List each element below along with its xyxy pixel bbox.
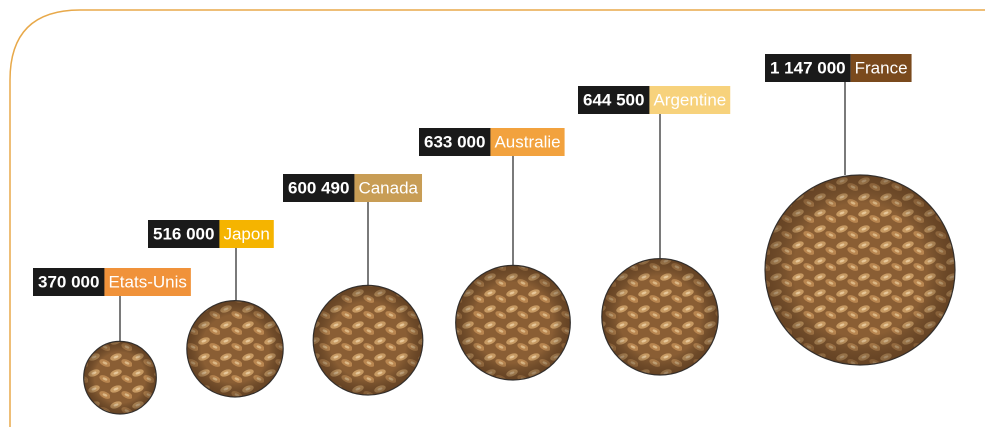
value-label: 370 000 xyxy=(38,272,99,291)
value-label: 1 147 000 xyxy=(770,58,846,77)
value-label: 644 500 xyxy=(583,90,644,109)
country-label: Australie xyxy=(494,132,560,151)
bubble-shade xyxy=(456,265,571,380)
label: 600 490 Canada xyxy=(283,174,422,202)
bubble-shade xyxy=(313,285,423,395)
value-label: 600 490 xyxy=(288,178,349,197)
label: 370 000 Etats-Unis xyxy=(33,268,191,296)
country-label: France xyxy=(855,58,908,77)
bubble-shade xyxy=(602,259,718,375)
value-label: 633 000 xyxy=(424,132,485,151)
chart: 370 000 Etats-Unis 516 000 Japon 600 490 Cana… xyxy=(0,0,985,427)
country-label: Argentine xyxy=(653,90,726,109)
bubble-shade xyxy=(84,341,157,414)
bubble-shade xyxy=(187,301,283,397)
bubble-shade xyxy=(765,175,955,365)
value-label: 516 000 xyxy=(153,224,214,243)
label: 633 000 Australie xyxy=(419,128,565,156)
label: 644 500 Argentine xyxy=(578,86,730,114)
country-label: Japon xyxy=(223,224,269,243)
label: 1 147 000 France xyxy=(765,54,912,82)
country-label: Canada xyxy=(358,178,418,197)
country-label: Etats-Unis xyxy=(108,272,186,291)
label: 516 000 Japon xyxy=(148,220,274,248)
